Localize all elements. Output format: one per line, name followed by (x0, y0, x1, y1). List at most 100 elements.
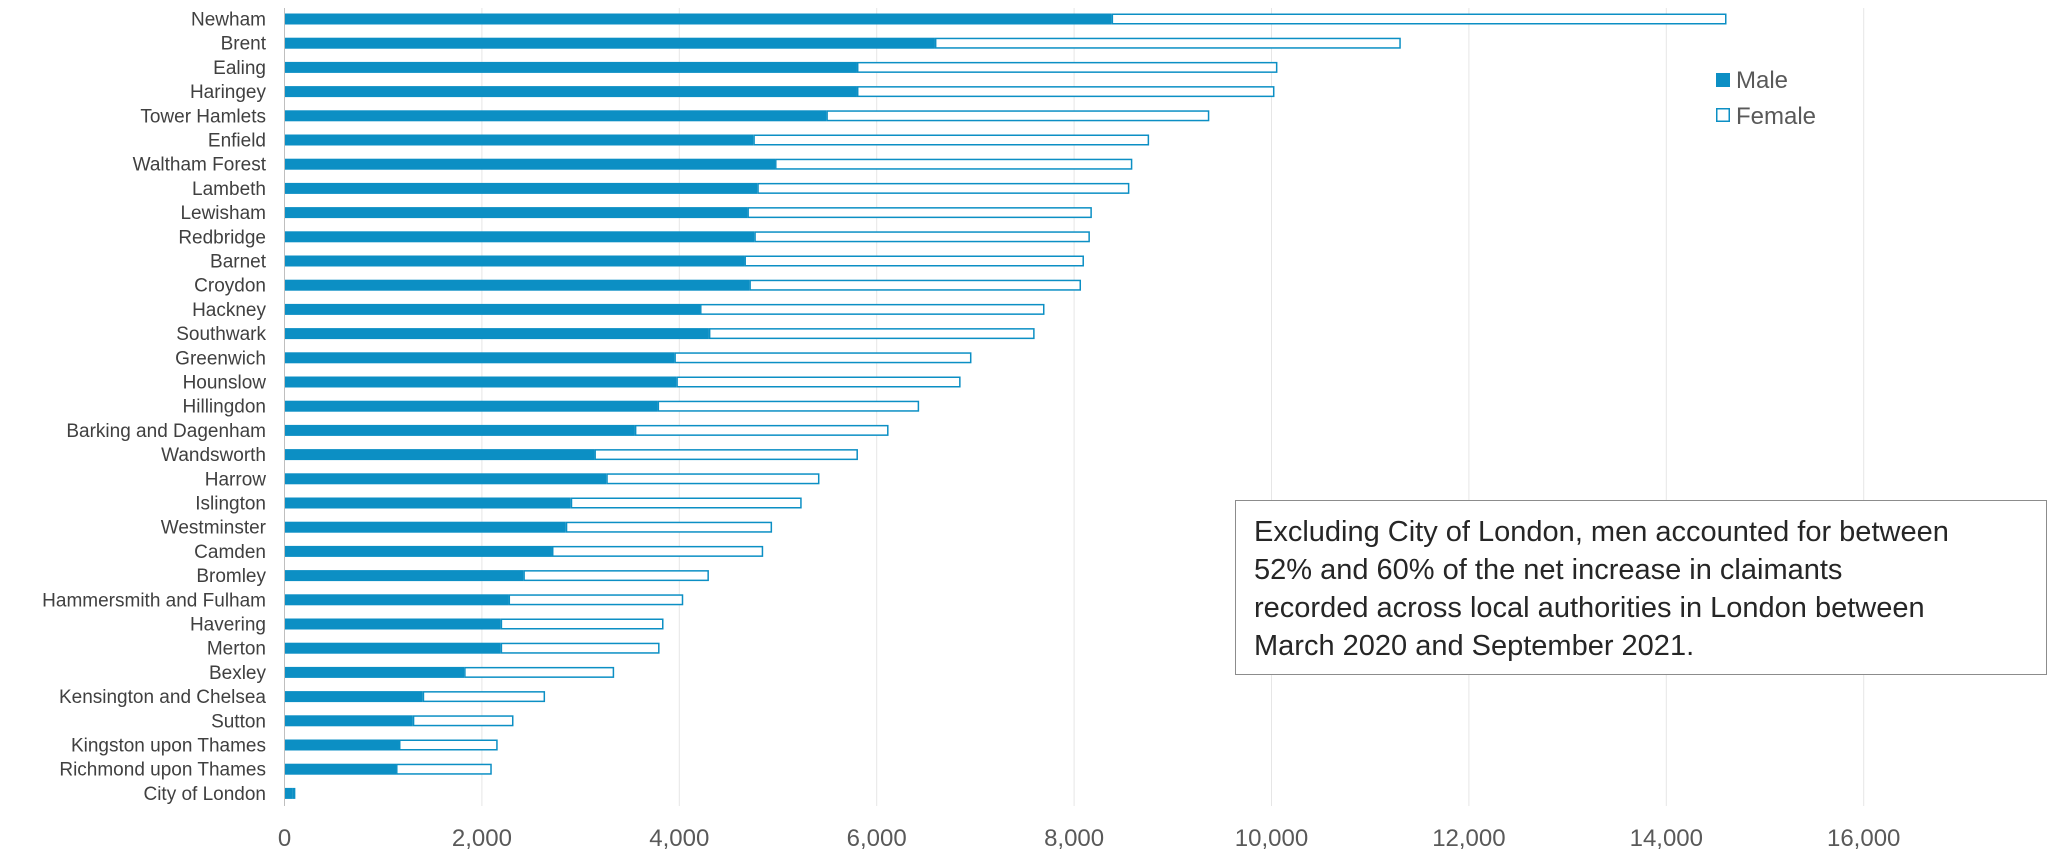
bar-male (284, 473, 607, 485)
category-label: Brent (221, 34, 267, 55)
bar-male (284, 400, 658, 412)
bar-female (634, 424, 889, 436)
bar-male (284, 134, 754, 146)
x-tick-label: 8,000 (1044, 825, 1104, 852)
category-label: Harrow (205, 469, 267, 490)
category-label: Southwark (176, 324, 266, 345)
bar-female (700, 303, 1045, 315)
legend-male-swatch (1716, 73, 1730, 87)
category-label: Hounslow (183, 373, 267, 394)
category-label: Hillingdon (183, 397, 266, 418)
bar-female (292, 787, 296, 799)
category-label: Tower Hamlets (140, 106, 266, 127)
category-label: Ealing (213, 58, 266, 79)
bar-female (464, 666, 615, 678)
bar-female (708, 328, 1035, 340)
bar-male (284, 303, 701, 315)
category-label: Camden (194, 542, 266, 563)
category-label: Havering (190, 615, 266, 636)
bar-male (284, 497, 571, 509)
legend-female-label: Female (1736, 103, 1816, 130)
bar-male (284, 570, 524, 582)
category-label: Croydon (194, 276, 266, 297)
bar-female (565, 521, 773, 533)
bar-male (284, 61, 857, 73)
bar-male (284, 279, 750, 291)
category-label: Greenwich (175, 348, 266, 369)
annotation-line: 52% and 60% of the net increase in claim… (1254, 554, 1843, 586)
legend-female-swatch (1716, 108, 1730, 122)
bar-male (284, 376, 677, 388)
bar-male (284, 545, 552, 557)
bar-male (284, 424, 635, 436)
category-label: Hackney (192, 300, 266, 321)
bar-female (412, 715, 514, 727)
category-label: Kingston upon Thames (71, 736, 266, 757)
bar-male (284, 352, 675, 364)
bar-male (284, 255, 745, 267)
bar-male (284, 207, 748, 219)
bar-male (284, 715, 413, 727)
x-tick-label: 0 (278, 825, 291, 852)
bar-female (657, 400, 920, 412)
bar-female (500, 642, 660, 654)
x-tick-label: 2,000 (452, 825, 512, 852)
bar-female (775, 158, 1133, 170)
category-label: Merton (207, 639, 266, 660)
bar-male (284, 763, 397, 775)
legend-male-label: Male (1736, 67, 1788, 94)
bar-male (284, 158, 776, 170)
bar-female (594, 449, 858, 461)
bar-female (676, 376, 961, 388)
category-label: Newham (191, 10, 266, 31)
category-label: Lambeth (192, 179, 266, 200)
bar-male (284, 86, 857, 98)
bar-male (284, 618, 501, 630)
bar-female (398, 739, 498, 751)
legend: Male Female (1716, 67, 1816, 130)
category-label: Islington (195, 494, 266, 515)
category-label: Waltham Forest (133, 155, 267, 176)
bar-female (934, 37, 1401, 49)
bar-male (284, 691, 423, 703)
category-label: Hammersmith and Fulham (42, 590, 266, 611)
bar-male (284, 182, 758, 194)
bar-male (284, 787, 293, 799)
x-tick-label: 12,000 (1432, 825, 1505, 852)
bar-female (744, 255, 1084, 267)
bar-female (606, 473, 820, 485)
bar-female (757, 182, 1130, 194)
x-axis-tick-labels: 0 2,000 4,000 6,000 8,000 10,000 12,000 14,000 1… (278, 825, 1901, 852)
bars (284, 13, 1727, 799)
bar-female (1111, 13, 1727, 25)
x-tick-label: 4,000 (649, 825, 709, 852)
bar-male (284, 739, 399, 751)
x-tick-label: 16,000 (1827, 825, 1900, 852)
category-label: Redbridge (178, 227, 266, 248)
category-label: Bromley (196, 566, 266, 587)
annotation-line: Excluding City of London, men accounted … (1254, 516, 1949, 548)
category-label: Richmond upon Thames (59, 760, 266, 781)
annotation-line: recorded across local authorities in Lon… (1254, 592, 1925, 624)
bar-female (749, 279, 1082, 291)
bar-female (753, 134, 1150, 146)
category-label: Bexley (209, 663, 267, 684)
bar-female (508, 594, 684, 606)
bar-male (284, 642, 501, 654)
category-label: Westminster (161, 518, 267, 539)
category-label: Barnet (210, 252, 267, 273)
x-tick-label: 10,000 (1235, 825, 1308, 852)
bar-male (284, 521, 566, 533)
annotation-box: Excluding City of London, men accounted … (1235, 500, 2047, 675)
bar-male (284, 449, 595, 461)
bar-female (747, 207, 1092, 219)
annotation-line: March 2020 and September 2021. (1254, 630, 1695, 662)
category-label: Haringey (190, 82, 267, 103)
bar-male (284, 328, 709, 340)
category-label: Wandsworth (161, 445, 266, 466)
bar-female (523, 570, 709, 582)
category-label: Barking and Dagenham (66, 421, 266, 442)
x-tick-label: 6,000 (847, 825, 907, 852)
category-label: Sutton (211, 711, 266, 732)
bar-female (551, 545, 764, 557)
